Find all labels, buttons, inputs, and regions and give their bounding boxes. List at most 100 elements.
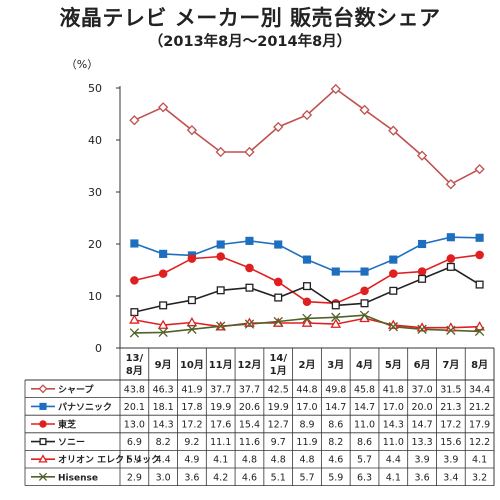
category-label: 8月 bbox=[126, 365, 143, 377]
data-label: 4.8 bbox=[242, 455, 257, 466]
data-point bbox=[331, 301, 340, 310]
data-label: 3.4 bbox=[443, 472, 458, 483]
y-tick-label: 30 bbox=[88, 186, 102, 199]
data-label: 11.1 bbox=[210, 437, 231, 448]
series-lines bbox=[134, 87, 481, 334]
data-point bbox=[273, 121, 284, 133]
data-point bbox=[446, 254, 456, 263]
data-label: 34.4 bbox=[469, 384, 490, 395]
y-tick-label: 20 bbox=[88, 238, 102, 251]
data-point bbox=[186, 317, 198, 327]
data-point bbox=[130, 239, 139, 248]
category-label: 7月 bbox=[442, 359, 459, 371]
data-label: 4.1 bbox=[472, 455, 487, 466]
data-point bbox=[475, 280, 484, 289]
data-label: 3.2 bbox=[472, 472, 487, 483]
data-point bbox=[417, 324, 427, 334]
data-point bbox=[302, 255, 312, 264]
y-tick-label: 0 bbox=[95, 342, 102, 355]
data-label: 43.8 bbox=[124, 384, 145, 395]
category-label: 2月 bbox=[299, 359, 316, 371]
data-point bbox=[417, 267, 427, 276]
data-label: 20.0 bbox=[411, 402, 432, 413]
data-label: 5.4 bbox=[127, 455, 142, 466]
data-point bbox=[159, 301, 168, 310]
category-label: 13/ bbox=[126, 353, 144, 364]
data-label: 17.2 bbox=[181, 420, 202, 431]
data-point bbox=[187, 254, 197, 263]
data-label: 14.7 bbox=[325, 402, 346, 413]
data-point bbox=[130, 276, 139, 285]
data-point bbox=[39, 402, 47, 410]
legend-label: 東芝 bbox=[58, 419, 76, 431]
data-point bbox=[359, 104, 370, 115]
data-point bbox=[301, 317, 313, 327]
data-label: 19.9 bbox=[268, 402, 289, 413]
data-point bbox=[446, 233, 455, 242]
data-point bbox=[158, 102, 169, 113]
data-point bbox=[418, 274, 427, 283]
data-label: 49.8 bbox=[325, 384, 346, 395]
data-label: 8.9 bbox=[299, 420, 314, 431]
data-point bbox=[388, 322, 398, 332]
data-label: 15.6 bbox=[440, 437, 461, 448]
legend-label: オリオン エレクトリック bbox=[58, 455, 160, 466]
data-label: 14.7 bbox=[354, 402, 375, 413]
data-point bbox=[39, 438, 47, 446]
series-line bbox=[134, 87, 480, 186]
data-label: 6.3 bbox=[357, 472, 372, 483]
data-point bbox=[302, 297, 312, 307]
data-label: 4.8 bbox=[271, 455, 286, 466]
data-point bbox=[186, 125, 198, 136]
data-label: 11.0 bbox=[354, 420, 375, 431]
data-label: 13.3 bbox=[411, 437, 432, 448]
category-label: 5月 bbox=[385, 359, 402, 371]
data-label: 12.2 bbox=[469, 437, 490, 448]
data-label: 17.0 bbox=[383, 402, 404, 413]
category-label: 8月 bbox=[471, 359, 488, 371]
data-point bbox=[359, 310, 370, 320]
data-point bbox=[302, 282, 312, 291]
data-label: 4.1 bbox=[386, 472, 401, 483]
data-point bbox=[301, 109, 313, 121]
data-point bbox=[475, 250, 484, 260]
y-tick-label: 40 bbox=[88, 134, 102, 147]
data-point bbox=[159, 249, 168, 258]
data-point bbox=[475, 233, 484, 242]
data-point bbox=[474, 326, 485, 337]
data-point bbox=[129, 328, 140, 338]
data-point bbox=[38, 472, 48, 481]
data-label: 11.6 bbox=[239, 437, 260, 448]
data-point bbox=[302, 313, 312, 324]
data-label: 14.7 bbox=[411, 420, 432, 431]
data-label: 44.8 bbox=[296, 384, 317, 395]
data-label: 4.6 bbox=[242, 472, 257, 483]
y-tick-label: 10 bbox=[88, 290, 102, 303]
data-label: 17.2 bbox=[440, 420, 461, 431]
data-label: 37.7 bbox=[239, 384, 260, 395]
data-point bbox=[216, 321, 226, 331]
data-point bbox=[216, 252, 225, 261]
data-point bbox=[389, 286, 398, 295]
category-label: 12月 bbox=[238, 359, 262, 371]
category-label: 4月 bbox=[356, 359, 373, 371]
data-point bbox=[389, 269, 398, 278]
category-label: 9月 bbox=[155, 359, 172, 371]
data-label: 17.0 bbox=[296, 402, 317, 413]
data-label: 3.0 bbox=[156, 472, 171, 483]
data-point bbox=[273, 277, 283, 287]
chart-title: 液晶テレビ メーカー別 販売台数シェア bbox=[59, 6, 441, 30]
data-point bbox=[331, 267, 340, 276]
data-label: 21.2 bbox=[469, 402, 490, 413]
data-point bbox=[274, 293, 283, 302]
data-point bbox=[331, 312, 341, 322]
data-point bbox=[187, 324, 197, 334]
data-label: 18.1 bbox=[153, 402, 174, 413]
data-label: 5.1 bbox=[271, 472, 286, 483]
data-label: 3.6 bbox=[415, 472, 430, 483]
data-label: 5.7 bbox=[357, 455, 372, 466]
legend-label: ソニー bbox=[58, 437, 85, 448]
data-label: 4.8 bbox=[299, 455, 314, 466]
